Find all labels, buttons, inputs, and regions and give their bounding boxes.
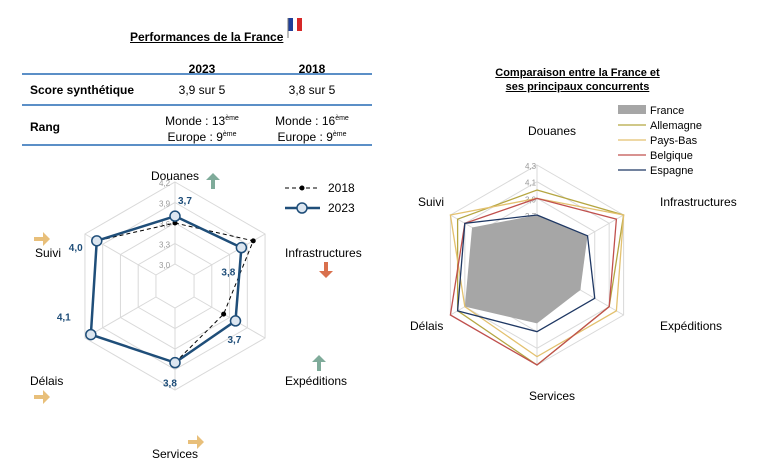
legend-label-belgique: Belgique: [650, 150, 693, 162]
legend-label-france: France: [650, 105, 684, 117]
legend-marker-2023: [296, 202, 308, 214]
point-2018-expeditions: [221, 311, 227, 317]
axis-label-douanes: Douanes: [151, 169, 199, 183]
point-2023-services: [169, 356, 181, 369]
score-2018: 3,8 sur 5: [288, 83, 336, 97]
col-header-2018: 2018: [298, 62, 326, 76]
axis-label-suivi: Suivi: [35, 246, 61, 260]
legend-label-2023: 2023: [328, 201, 355, 215]
tick-label: 3,0: [159, 261, 171, 270]
axis-label-expeditions: Expéditions: [660, 319, 722, 333]
legend-label-espagne: Espagne: [650, 165, 693, 177]
axis-label-services: Services: [152, 447, 198, 461]
point-2023-douanes: [169, 210, 181, 222]
axis-label-delais: Délais: [410, 319, 443, 333]
legend-label-2018: 2018: [328, 181, 355, 195]
grid-ring: [155, 263, 195, 309]
rang-2023: Monde : 13ème Europe : 9ème: [165, 114, 239, 144]
tick-label: 3,9: [159, 200, 171, 209]
france-flag-icon: [287, 18, 302, 38]
table-rule: [22, 104, 372, 106]
point-2023-infrastructures: [235, 241, 248, 254]
tick-label: 4,2: [159, 179, 171, 188]
arrow-up-icon: [312, 355, 326, 371]
point-2023-expeditions: [229, 315, 242, 327]
grid-spoke: [84, 296, 157, 339]
tick-label: 3,3: [159, 241, 171, 250]
arrow-right-icon: [34, 232, 50, 246]
point-2018-infrastructures: [250, 238, 256, 244]
tick-label: 3,6: [159, 220, 171, 229]
series-line-pays-bas: [449, 197, 625, 358]
score-2023: 3,9 sur 5: [178, 83, 226, 97]
radar-chart-comparison: 3,53,73,94,14,3DouanesInfrastructuresExp…: [410, 105, 737, 403]
data-label-douanes: 3,7: [178, 196, 192, 207]
axis-label-delais: Délais: [30, 374, 63, 388]
axis-label-douanes: Douanes: [528, 124, 576, 138]
tick-label: 4,1: [525, 179, 537, 188]
arrow-right-icon: [34, 390, 50, 404]
axis-label-suivi: Suivi: [418, 195, 444, 209]
arrow-up-icon: [206, 173, 220, 189]
arrow-right-icon: [188, 435, 204, 449]
legend-marker-2018: [299, 185, 305, 191]
axis-label-services: Services: [529, 389, 575, 403]
data-label-expeditions: 3,7: [227, 335, 241, 346]
point-2023-suivi: [91, 235, 103, 247]
score-label: Score synthétique: [30, 83, 135, 97]
data-label-services: 3,8: [163, 379, 177, 390]
table-rule: [22, 73, 372, 75]
table-rule: [22, 144, 372, 146]
rang-label: Rang: [30, 120, 60, 134]
legend-label-pays-bas: Pays-Bas: [650, 135, 698, 147]
tick-label: 4,3: [525, 162, 537, 171]
data-label-suivi: 4,0: [69, 243, 83, 254]
series-line-espagne: [456, 214, 596, 333]
axis-label-infrastructures: Infrastructures: [285, 246, 362, 260]
right-title: Comparaison entre la France et ses princi…: [495, 67, 660, 93]
legend-label-allemagne: Allemagne: [650, 120, 702, 132]
point-2023-delais: [85, 328, 97, 341]
col-header-2023: 2023: [188, 62, 216, 76]
arrow-down-icon: [319, 262, 333, 278]
legend-swatch-france: [618, 105, 646, 114]
axis-label-expeditions: Expéditions: [285, 374, 347, 388]
axis-label-infrastructures: Infrastructures: [660, 195, 737, 209]
grid-spoke: [193, 296, 266, 339]
left-title: Performances de la France: [130, 30, 284, 44]
series-area-france: [464, 215, 588, 324]
data-label-infrastructures: 3,8: [221, 268, 235, 279]
data-label-delais: 4,1: [57, 313, 71, 324]
rang-2018: Monde : 16ème Europe : 9ème: [275, 114, 349, 144]
